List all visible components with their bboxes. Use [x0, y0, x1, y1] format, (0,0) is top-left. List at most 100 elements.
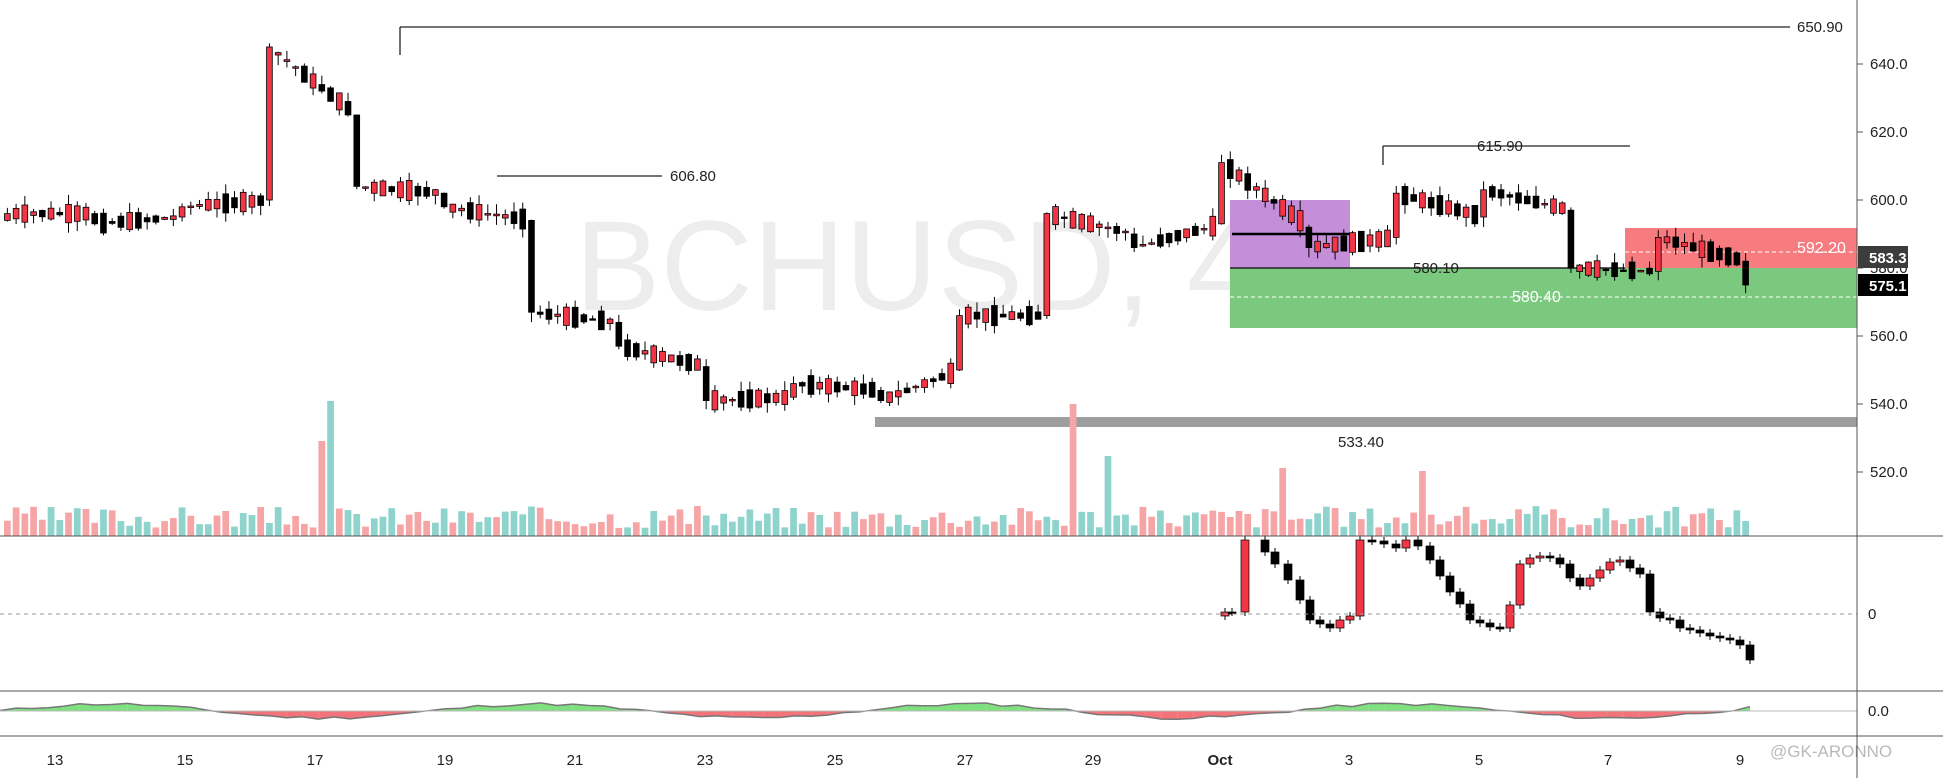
- osc-candle: [1283, 563, 1293, 581]
- volume-bar: [143, 521, 151, 536]
- volume-bar: [1724, 527, 1732, 536]
- volume-bar: [1139, 506, 1147, 536]
- volume-bar: [65, 512, 72, 536]
- level-label-606: 606.80: [670, 168, 716, 185]
- hist-segment: [763, 711, 780, 718]
- volume-bar: [1087, 511, 1094, 536]
- volume-bar: [370, 518, 378, 536]
- volume-bar: [1558, 517, 1566, 536]
- candle-up: [12, 207, 20, 220]
- candle-up: [1139, 244, 1147, 247]
- volume-bar: [536, 507, 544, 536]
- osc-candle: [1401, 539, 1411, 549]
- candle-down: [833, 381, 841, 393]
- volume-bar: [397, 524, 404, 536]
- candle-up: [825, 378, 832, 395]
- volume-bar: [1025, 511, 1033, 536]
- volume-bar: [1095, 527, 1103, 536]
- y-tick-label: 520.0: [1870, 464, 1908, 481]
- hist-segment: [1638, 711, 1655, 719]
- candle-down: [868, 381, 876, 398]
- time-axis[interactable]: 13 15 17 19 21 23 25 27 29 Oct 3 5 7 9: [47, 752, 1745, 769]
- volume-bar: [624, 527, 631, 536]
- candle-up: [1585, 261, 1592, 276]
- price-tag-575: 575.1: [1869, 278, 1907, 295]
- candle-down: [877, 389, 885, 401]
- volume-bar: [335, 508, 343, 536]
- volume-bar: [318, 441, 326, 536]
- volume-bar: [1506, 518, 1514, 536]
- volume-bar: [440, 508, 448, 536]
- price-candles: [4, 43, 1749, 413]
- author-credit: @GK-ARONNO: [1770, 742, 1892, 761]
- candle-up: [187, 205, 195, 208]
- osc-candle: [1725, 637, 1735, 641]
- candle-up: [1637, 269, 1645, 273]
- osc-candle: [1413, 539, 1423, 547]
- candle-down: [1707, 241, 1714, 262]
- candle-down: [1157, 234, 1164, 247]
- candle-down: [929, 378, 937, 383]
- candle-down: [519, 208, 527, 230]
- volume-bar: [833, 511, 841, 536]
- volume-bar: [1550, 509, 1557, 536]
- candle-down: [143, 217, 151, 223]
- volume-bar: [921, 520, 928, 536]
- histogram-area: [0, 702, 1751, 721]
- candle-up: [1008, 311, 1016, 320]
- candle-up: [650, 345, 658, 364]
- candle-up: [1392, 192, 1400, 238]
- volume-bar: [938, 512, 946, 536]
- candle-down: [580, 314, 588, 323]
- osc-candle: [1515, 563, 1525, 606]
- candle-up: [370, 181, 378, 194]
- osc-candle: [1705, 632, 1715, 637]
- volume-bar: [1069, 404, 1077, 536]
- volume-bar: [292, 516, 299, 536]
- volume-bar: [169, 518, 177, 536]
- volume-bar: [903, 524, 911, 536]
- candle-down: [571, 306, 579, 328]
- candle-down: [1401, 186, 1409, 206]
- volume-bar: [1436, 524, 1444, 536]
- osc-candle: [1260, 539, 1270, 553]
- candle-up: [1104, 226, 1112, 230]
- volume-bar: [30, 506, 37, 536]
- candle-down: [100, 212, 107, 234]
- candle-up: [274, 52, 282, 56]
- volume-bar: [1366, 508, 1374, 536]
- candle-down: [152, 215, 160, 223]
- volume-bar: [414, 511, 422, 536]
- volume-bar: [807, 512, 815, 536]
- volume-bar: [615, 527, 623, 536]
- osc-candle: [1655, 611, 1665, 619]
- volume-bar: [1113, 515, 1121, 536]
- osc-candle: [1495, 626, 1505, 630]
- volume-bar: [1619, 523, 1627, 536]
- candle-up: [283, 59, 291, 62]
- volume-bar: [1235, 510, 1243, 536]
- candle-down: [1226, 159, 1234, 179]
- y-tick-label: 620.0: [1870, 124, 1908, 141]
- candle-up: [1183, 228, 1190, 239]
- level-label-650: 650.90: [1797, 19, 1843, 36]
- candle-up: [729, 399, 736, 402]
- hist-segment: [1368, 703, 1385, 711]
- candle-down: [1130, 233, 1138, 248]
- osc-candle: [1335, 619, 1345, 629]
- candle-up: [1558, 202, 1566, 214]
- volume-bar: [667, 515, 675, 536]
- volume-bar: [432, 522, 439, 536]
- candle-up: [1550, 198, 1557, 214]
- volume-bar: [1689, 514, 1697, 536]
- level-lines: [399, 26, 1857, 298]
- volume-bar: [1628, 518, 1636, 536]
- volume-bar: [1375, 527, 1383, 536]
- volume-bar: [1445, 521, 1453, 536]
- volume-bar: [1052, 520, 1059, 536]
- candle-up: [1366, 234, 1374, 247]
- osc-candle: [1545, 555, 1555, 559]
